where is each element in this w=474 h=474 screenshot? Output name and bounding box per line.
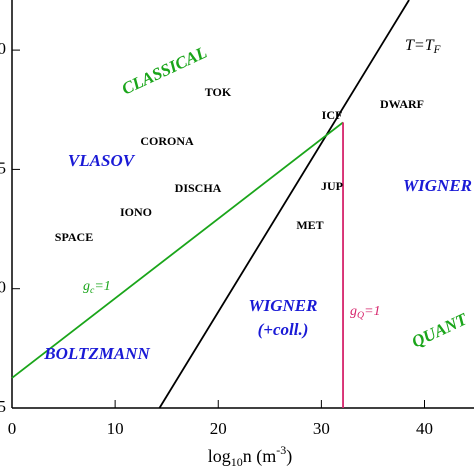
x-tick-label: 0 — [8, 419, 17, 438]
annotation: DISCHA — [175, 181, 222, 195]
annotation: WIGNER — [249, 296, 318, 315]
x-axis-label: log10n (m-3) — [208, 443, 293, 469]
x-tick-label: 10 — [107, 419, 124, 438]
series-label: gQ=1 — [350, 304, 381, 321]
annotation: JUP — [321, 179, 343, 193]
annotation: MET — [296, 218, 323, 232]
annotation: DWARF — [380, 97, 424, 111]
annotation: ICF — [322, 108, 343, 122]
annotation: TOK — [205, 85, 232, 99]
x-tick-label: 40 — [416, 419, 433, 438]
annotation: VLASOV — [68, 151, 136, 170]
annotation: (+coll.) — [258, 320, 309, 339]
label-sub: c — [90, 285, 95, 296]
annotation: CORONA — [140, 134, 194, 148]
label-part: g — [350, 304, 357, 319]
y-tick-label: 10 — [0, 39, 6, 58]
y-tick-label: -5 — [0, 397, 6, 416]
y-tick-label: 0 — [0, 278, 6, 297]
label-part: g — [83, 279, 90, 294]
label-part: =1 — [94, 279, 110, 294]
series-label: gc=1 — [83, 279, 111, 296]
x-tick-label: 30 — [313, 419, 330, 438]
annotation: BOLTZMANN — [43, 344, 150, 363]
annotation: SPACE — [55, 230, 93, 244]
series-line — [158, 0, 410, 409]
series-label: T=TF — [405, 37, 441, 56]
y-tick-label: 5 — [0, 158, 6, 177]
label-part: T=T — [405, 37, 435, 54]
x-tick-label: 20 — [210, 419, 227, 438]
label-part: =1 — [364, 304, 380, 319]
label-sub: Q — [357, 310, 364, 321]
annotation: WIGNER — [403, 176, 472, 195]
annotation: IONO — [120, 205, 152, 219]
series-line — [11, 121, 344, 379]
annotation: QUANT — [409, 309, 471, 351]
label-sub: F — [433, 44, 441, 56]
annotation: CLASSICAL — [119, 43, 210, 99]
